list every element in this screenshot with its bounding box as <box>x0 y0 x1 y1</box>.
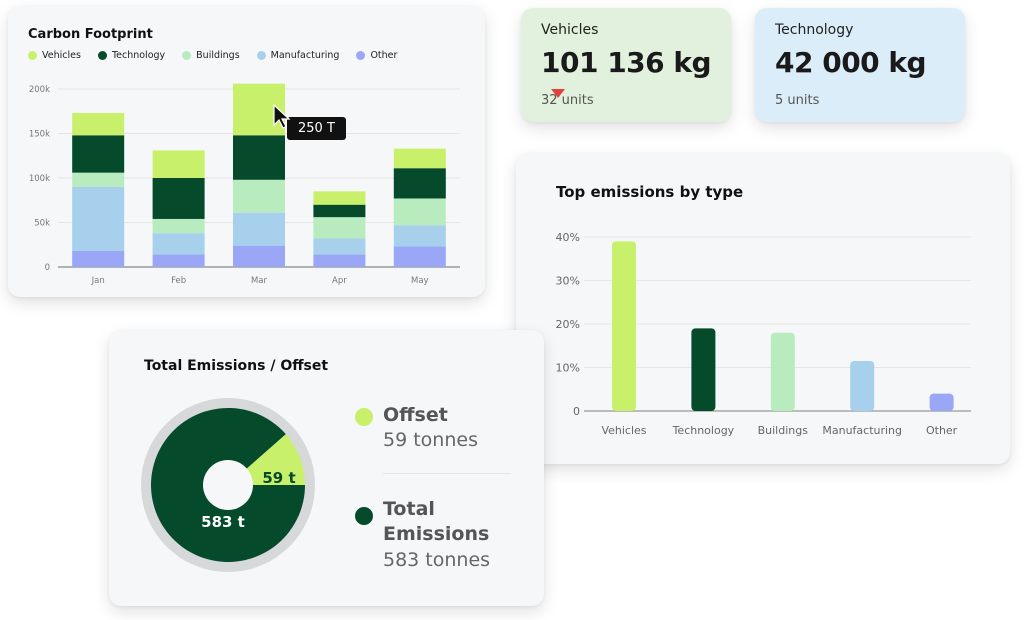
emissions-pie-chart: 59 t 583 t <box>151 408 305 562</box>
top-emissions-chart: 0 10% 20% 30% 40% Vehicles Technology Buildings… <box>556 231 971 437</box>
x-tick-label: Buildings <box>758 424 809 437</box>
legend-label: Other <box>370 50 398 61</box>
technology-kpi-label: Technology <box>775 22 854 38</box>
offset-legend-name: Offset <box>383 404 448 426</box>
legend-item-vehicles: Vehicles <box>28 50 81 61</box>
legend-item-other: Other <box>356 50 397 61</box>
bar-segment-manufacturing[interactable] <box>72 186 125 251</box>
carbon-footprint-title: Carbon Footprint <box>28 27 153 42</box>
bar-segment-technology[interactable] <box>152 178 205 219</box>
y-tick-label: 150k <box>29 130 50 140</box>
vehicles-kpi-card: Vehicles 101 136 kg 32 units <box>521 8 731 122</box>
bar-segment-technology[interactable] <box>233 135 285 180</box>
bar-segment-technology[interactable] <box>393 168 446 199</box>
bar-vehicles[interactable] <box>612 241 636 411</box>
legend-item-technology: Technology <box>97 50 166 61</box>
y-tick-label: 0 <box>573 405 580 418</box>
bar-segment-other[interactable] <box>152 254 205 267</box>
y-tick-label: 50k <box>34 219 50 229</box>
x-tick-label: Manufacturing <box>822 424 902 437</box>
legend-label: Buildings <box>196 50 240 61</box>
top-emissions-title: Top emissions by type <box>556 183 744 201</box>
legend-dot <box>97 51 107 60</box>
bar-segment-other[interactable] <box>313 254 366 267</box>
pie-center-hole <box>203 460 253 510</box>
bar-segment-vehicles[interactable] <box>152 150 205 178</box>
mouse-cursor-icon <box>272 103 294 134</box>
carbon-footprint-chart: 0 50k 100k 150k 200k Jan Feb Mar Apr May <box>29 83 460 286</box>
vehicles-kpi-amount: 101 136 kg <box>541 46 712 79</box>
carbon-footprint-legend: Vehicles Technology Buildings Manufacturing… <box>28 50 414 61</box>
pie-label-total: 583 t <box>201 513 245 531</box>
x-tick-label: Jan <box>91 276 105 286</box>
bar-segment-buildings[interactable] <box>72 172 125 187</box>
total-emissions-card: Total Emissions / Offset 59 t 583 t Offse… <box>109 330 544 606</box>
technology-kpi-card: Technology 42 000 kg 5 units <box>755 8 965 122</box>
technology-kpi-units: 5 units <box>775 93 820 108</box>
pie-label-offset: 59 t <box>262 469 295 487</box>
y-tick-label: 30% <box>556 275 580 288</box>
bar-segment-buildings[interactable] <box>313 217 366 239</box>
x-tick-label: Vehicles <box>601 424 646 437</box>
y-tick-label: 20% <box>556 318 580 331</box>
legend-divider <box>383 473 511 474</box>
bar-segment-other[interactable] <box>72 250 125 267</box>
legend-label: Technology <box>111 50 166 61</box>
total-legend-name: Total Emissions <box>383 498 490 545</box>
vehicles-kpi-units: 32 units <box>541 93 594 108</box>
chart-tooltip: 250 T <box>287 117 346 140</box>
offset-legend-dot <box>355 408 373 426</box>
y-tick-label: 40% <box>556 231 580 244</box>
bar-segment-buildings[interactable] <box>233 179 285 213</box>
total-legend-value: 583 tonnes <box>383 549 491 571</box>
vehicles-kpi-value: 101 136 kg <box>541 46 731 112</box>
x-tick-label: Technology <box>672 424 735 437</box>
bar-segment-technology[interactable] <box>72 135 125 173</box>
carbon-footprint-card: Carbon Footprint Vehicles Technology Build… <box>8 6 485 297</box>
bar-other[interactable] <box>929 393 954 411</box>
legend-dot <box>28 51 37 60</box>
y-tick-label: 200k <box>29 85 50 95</box>
bar-segment-vehicles[interactable] <box>313 191 366 205</box>
trend-down-icon <box>551 88 565 98</box>
x-tick-label: Mar <box>251 276 268 286</box>
bar-buildings[interactable] <box>770 332 795 411</box>
legend-dot <box>182 51 192 60</box>
x-tick-label: Feb <box>171 276 186 286</box>
legend-dot <box>256 51 266 60</box>
bar-segment-manufacturing[interactable] <box>393 225 446 247</box>
bar-segment-buildings[interactable] <box>393 198 446 226</box>
y-tick-label: 10% <box>556 362 580 375</box>
vehicles-kpi-label: Vehicles <box>541 22 599 38</box>
bar-segment-technology[interactable] <box>313 204 366 218</box>
bar-segment-manufacturing[interactable] <box>152 233 205 255</box>
legend-item-buildings: Buildings <box>182 50 240 61</box>
y-tick-label: 0 <box>45 263 50 273</box>
x-tick-label: Apr <box>332 276 347 286</box>
bar-segment-buildings[interactable] <box>152 218 205 234</box>
y-tick-label: 100k <box>29 174 50 184</box>
legend-dot <box>356 51 366 60</box>
legend-label: Manufacturing <box>270 50 340 61</box>
bar-segment-other[interactable] <box>233 245 285 267</box>
bar-segment-manufacturing[interactable] <box>313 238 366 255</box>
bar-segment-vehicles[interactable] <box>72 113 125 136</box>
bar-segment-vehicles[interactable] <box>393 148 446 169</box>
bar-segment-manufacturing[interactable] <box>233 212 285 246</box>
bar-technology[interactable] <box>691 328 716 411</box>
legend-label: Vehicles <box>42 50 81 61</box>
bar-segment-other[interactable] <box>393 246 446 267</box>
total-emissions-title: Total Emissions / Offset <box>144 358 329 374</box>
bar-manufacturing[interactable] <box>850 360 875 411</box>
x-tick-label: May <box>411 276 429 286</box>
total-legend-dot <box>355 507 373 525</box>
top-emissions-card: Top emissions by type 0 10% 20% 30% 40% Vehic… <box>516 153 1010 464</box>
offset-legend-value: 59 tonnes <box>383 429 478 451</box>
x-tick-label: Other <box>926 424 958 437</box>
technology-kpi-value: 42 000 kg <box>775 46 927 79</box>
legend-item-manufacturing: Manufacturing <box>256 50 340 61</box>
